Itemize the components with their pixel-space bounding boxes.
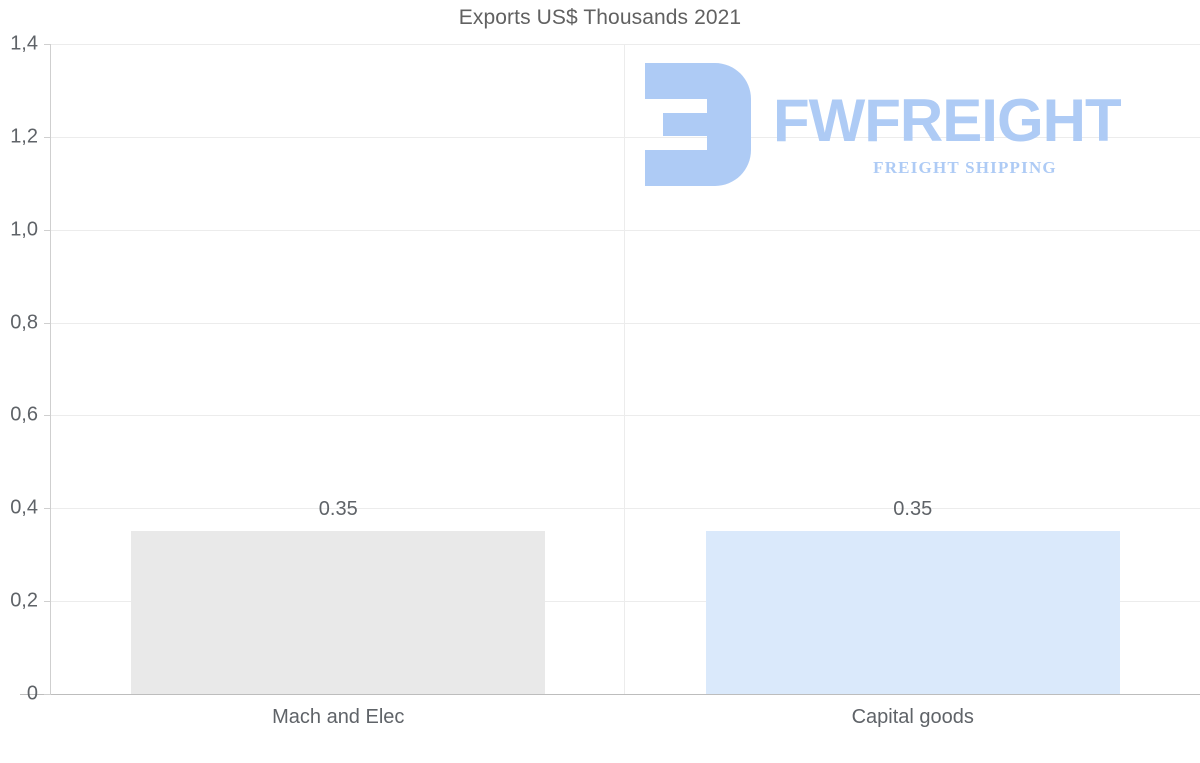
gridline: [51, 230, 1200, 231]
bar[interactable]: [131, 531, 545, 694]
y-tick-label: 0,6: [10, 403, 38, 426]
y-tick-mark: [44, 508, 51, 509]
y-tick-mark: [44, 230, 51, 231]
y-tick-label: 0,8: [10, 311, 38, 334]
y-tick-mark: [44, 323, 51, 324]
x-tick-label: Mach and Elec: [272, 706, 405, 728]
y-tick-mark: [44, 601, 51, 602]
x-tick-label: Capital goods: [851, 706, 974, 728]
gridline: [51, 415, 1200, 416]
bar-value-label: 0.35: [893, 497, 933, 520]
gridline: [51, 44, 1200, 45]
y-tick-label: 1,4: [10, 32, 38, 55]
y-tick-label: 0,2: [10, 589, 38, 612]
y-tick-label: 0,4: [10, 496, 38, 519]
chart-title: Exports US$ Thousands 2021: [458, 6, 742, 29]
category-divider-gridline: [624, 44, 625, 694]
y-tick-label: 1,0: [10, 218, 38, 241]
y-tick-label: 1,2: [10, 125, 38, 148]
gridline: [51, 323, 1200, 324]
y-tick-mark: [44, 415, 51, 416]
gridline: [51, 694, 1200, 695]
y-tick-mark: [44, 137, 51, 138]
y-tick-mark: [44, 44, 51, 45]
y-tick-label: 0: [26, 682, 38, 705]
gridline: [51, 137, 1200, 138]
y-axis-line: [50, 44, 51, 695]
bar-value-label: 0.35: [318, 497, 358, 520]
y-tick-mark: [44, 694, 51, 695]
plot-area: [51, 44, 1200, 694]
gridline: [51, 601, 1200, 602]
gridline: [51, 508, 1200, 509]
x-axis-line: [20, 694, 1200, 695]
bar[interactable]: [706, 531, 1120, 694]
